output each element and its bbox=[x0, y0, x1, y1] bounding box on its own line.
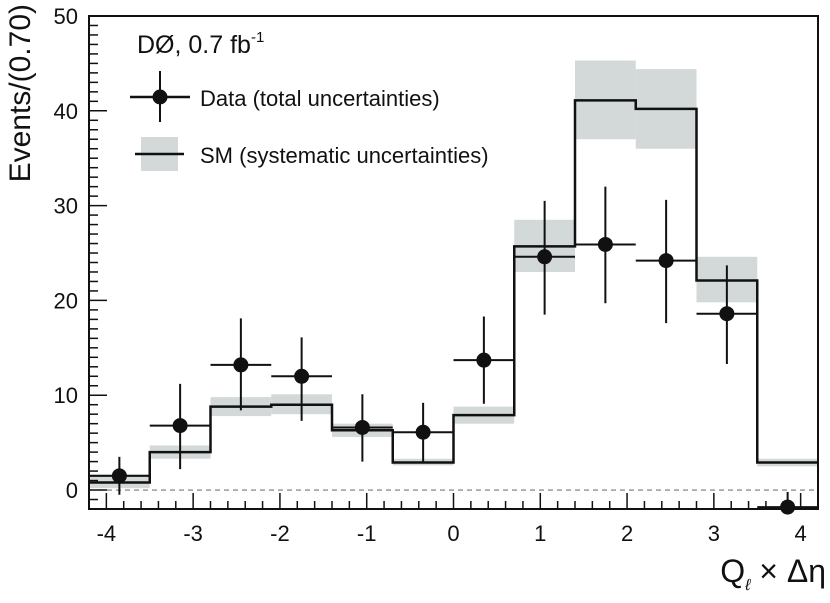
x-axis-label-subscript: ℓ bbox=[744, 577, 751, 594]
data-point-marker bbox=[233, 357, 249, 373]
x-tick-label: -2 bbox=[270, 521, 290, 546]
x-tick-label: 3 bbox=[708, 521, 720, 546]
x-tick-label: -3 bbox=[183, 521, 203, 546]
y-tick-label: 20 bbox=[54, 288, 78, 313]
data-point-marker bbox=[780, 499, 796, 515]
experiment-label-text: DØ, 0.7 fb bbox=[137, 31, 251, 59]
data-point-7 bbox=[453, 316, 515, 404]
data-point-11 bbox=[696, 265, 758, 364]
data-point-marker bbox=[658, 253, 674, 269]
data-point-marker bbox=[294, 368, 310, 384]
legend-data-label: Data (total uncertainties) bbox=[200, 86, 440, 111]
data-point-marker bbox=[476, 352, 492, 368]
data-point-3 bbox=[210, 318, 272, 411]
legend-sm-label: SM (systematic uncertainties) bbox=[200, 143, 489, 168]
legend-sm-symbol bbox=[135, 137, 184, 171]
data-point-marker bbox=[597, 236, 613, 252]
y-tick-label: 10 bbox=[54, 383, 78, 408]
x-tick-label: 2 bbox=[621, 521, 633, 546]
data-point-marker bbox=[111, 468, 127, 484]
y-axis-ticks: 0 10 20 30 40 50 bbox=[54, 4, 107, 510]
data-point-9 bbox=[575, 186, 636, 304]
y-tick-label: 0 bbox=[66, 478, 78, 503]
sm-histogram-line bbox=[89, 99, 818, 484]
data-point-8 bbox=[514, 200, 575, 315]
legend-data-symbol bbox=[130, 71, 190, 122]
data-point-4 bbox=[271, 337, 332, 421]
data-point-marker bbox=[719, 306, 735, 322]
data-point-6 bbox=[392, 402, 454, 463]
x-tick-label: -4 bbox=[97, 521, 117, 546]
x-tick-label: 1 bbox=[534, 521, 546, 546]
data-point-marker bbox=[537, 249, 553, 265]
data-points bbox=[89, 186, 818, 515]
x-axis-label: Qℓ × Δη bbox=[720, 553, 826, 594]
x-axis-label-rest: × Δη bbox=[750, 553, 826, 589]
x-axis-label-q: Q bbox=[720, 553, 745, 589]
legend: Data (total uncertainties) SM (systemati… bbox=[130, 71, 489, 171]
data-point-marker bbox=[172, 418, 188, 434]
data-point-10 bbox=[635, 199, 697, 324]
data-point-5 bbox=[332, 394, 393, 462]
x-tick-label: 0 bbox=[447, 521, 459, 546]
y-tick-label: 40 bbox=[54, 99, 78, 124]
experiment-label: DØ, 0.7 fb-1 bbox=[137, 29, 264, 59]
x-tick-label: 4 bbox=[795, 521, 807, 546]
data-point-marker bbox=[415, 424, 431, 440]
experiment-label-superscript: -1 bbox=[251, 29, 264, 46]
y-tick-label: 50 bbox=[54, 4, 78, 29]
x-axis-ticks: -4 -3 -2 -1 0 1 2 3 4 bbox=[88, 493, 819, 546]
x-tick-label: -1 bbox=[357, 521, 377, 546]
y-tick-label: 30 bbox=[54, 194, 78, 219]
y-axis-label: Events/(0.70) bbox=[4, 4, 37, 182]
data-point-2 bbox=[149, 383, 211, 470]
data-point-marker bbox=[354, 419, 370, 435]
data-point-1 bbox=[89, 456, 150, 495]
